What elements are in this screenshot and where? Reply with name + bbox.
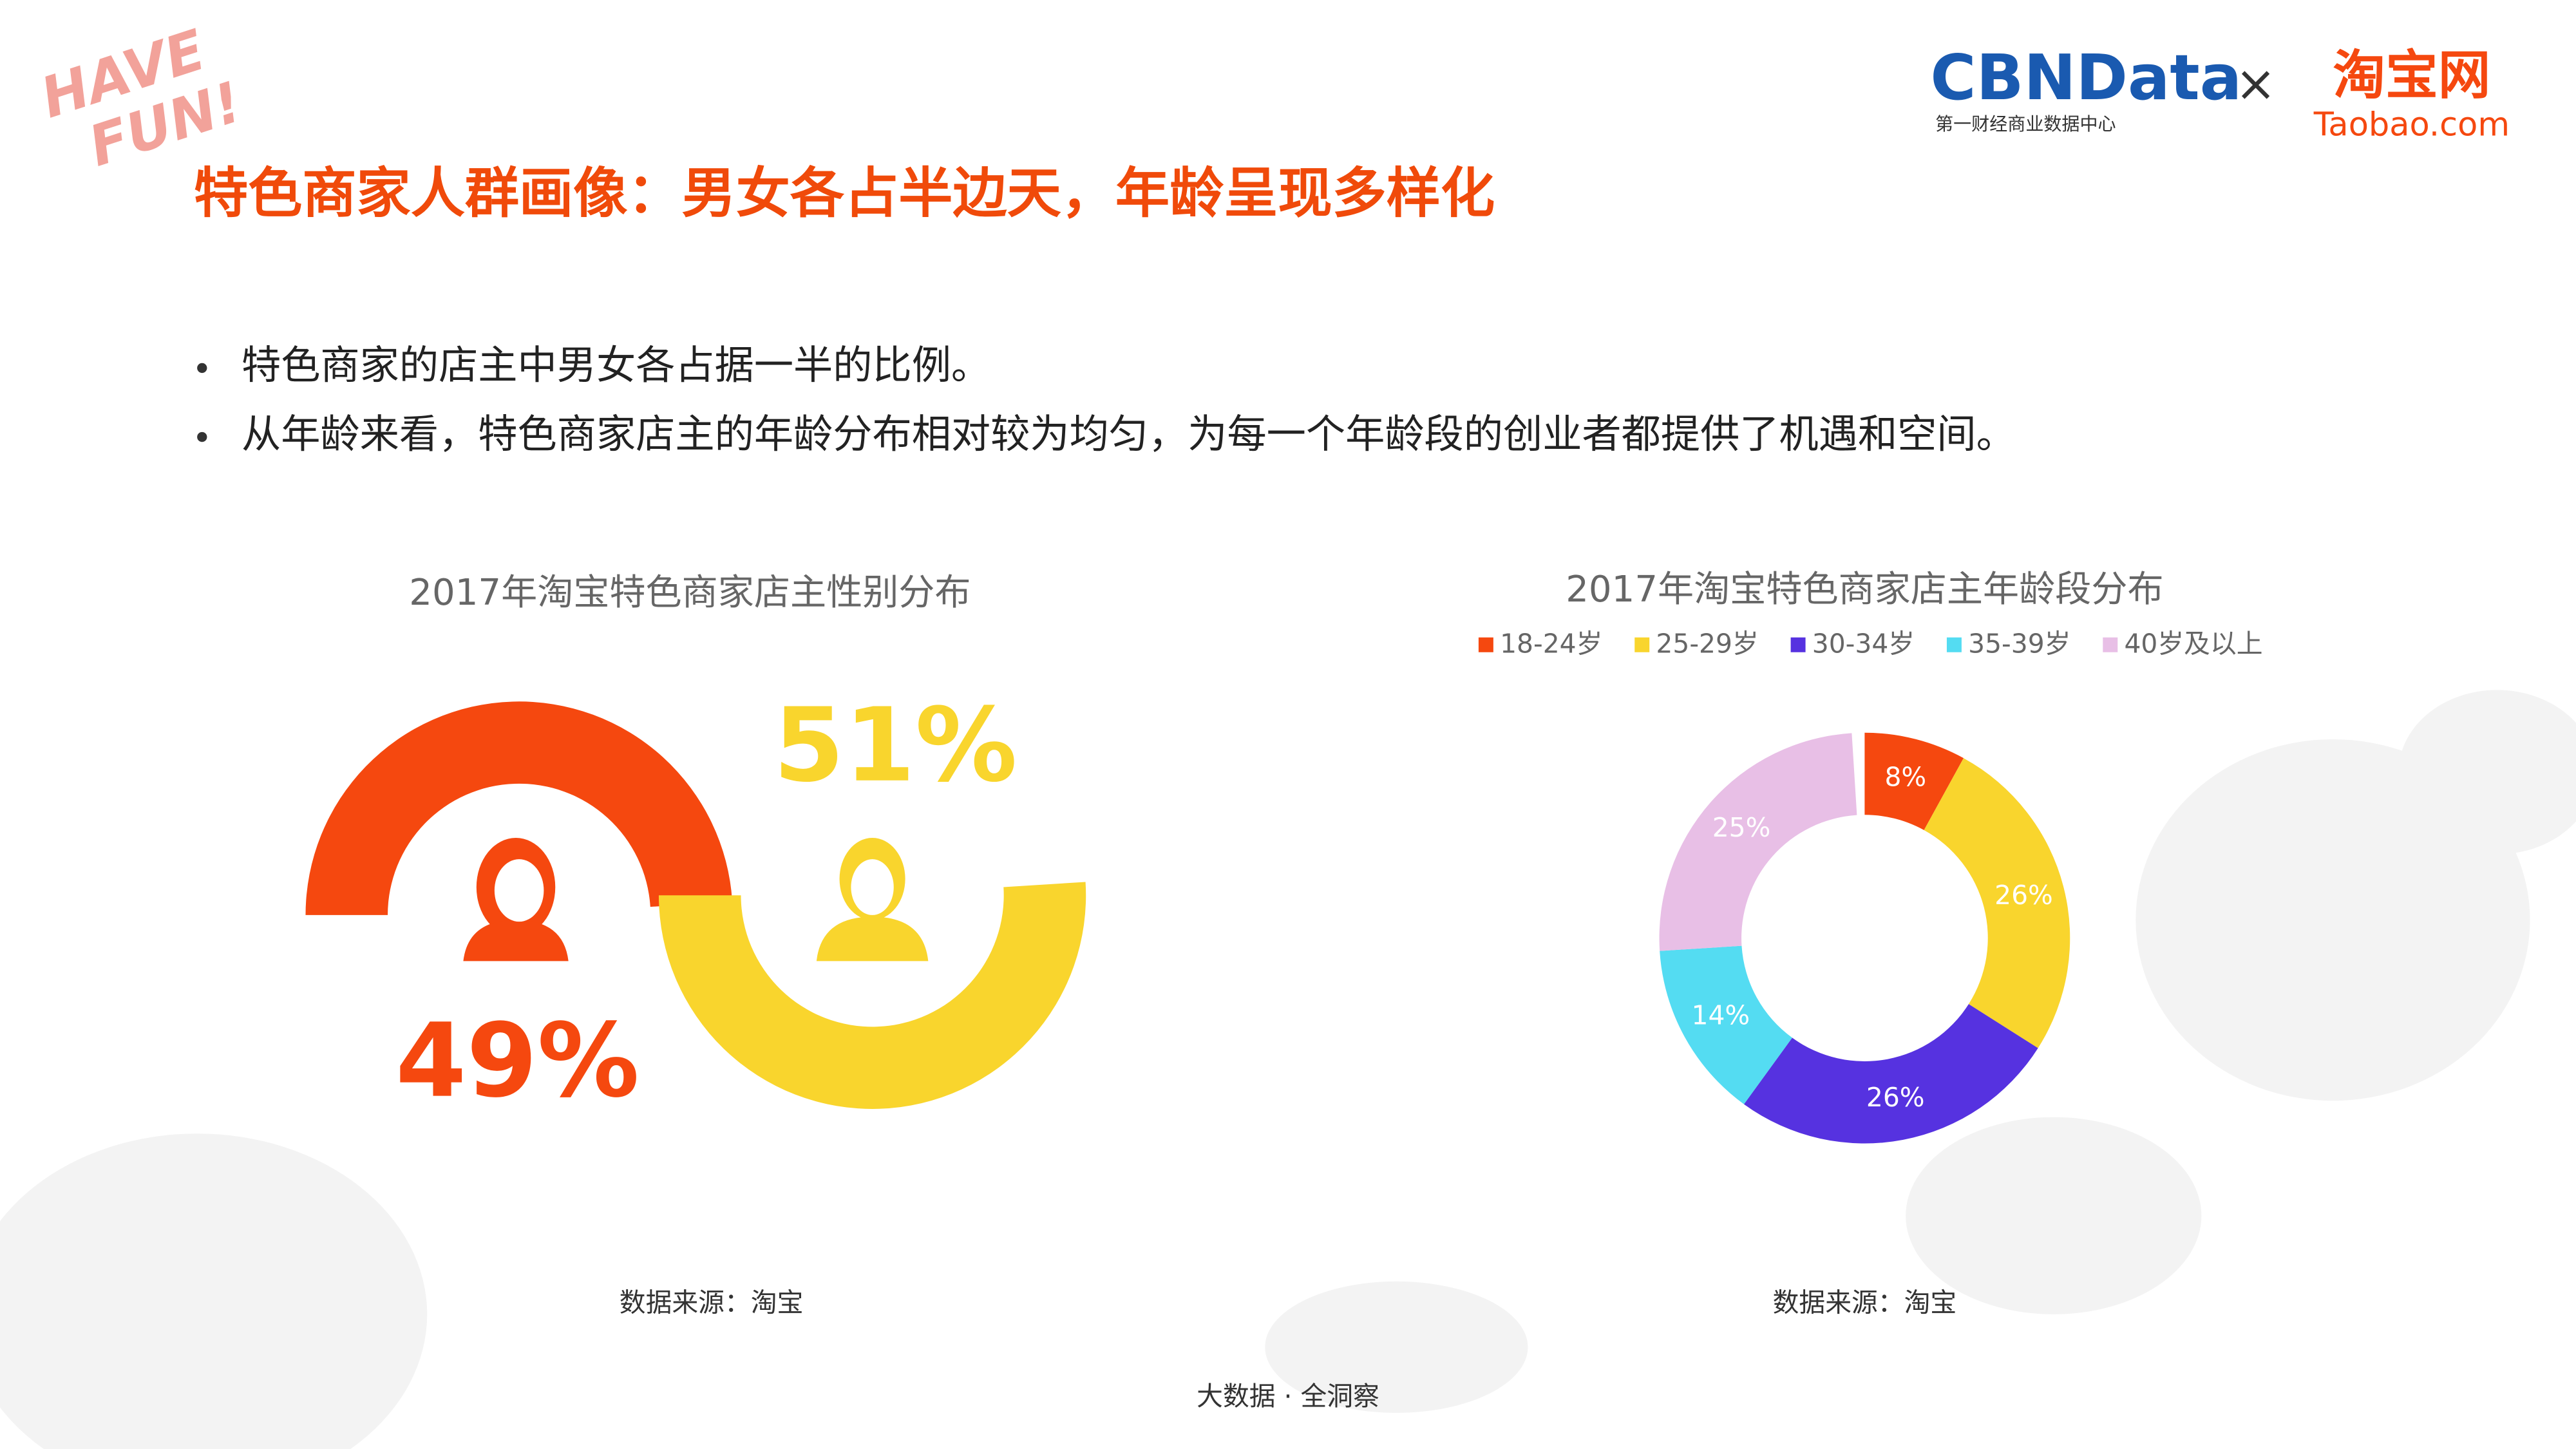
bullet-text: 从年龄来看，特色商家店主的年龄分布相对较为均匀，为每一个年龄段的创业者都提供了机… <box>242 412 2016 457</box>
background-shapes <box>0 690 2576 1449</box>
brand-taobao: 淘宝网 <box>2333 45 2490 106</box>
bullet-dot <box>197 431 207 442</box>
source-note: 数据来源：淘宝 <box>1773 1287 1957 1318</box>
brand-times: × <box>2235 55 2276 113</box>
gauge-arc <box>658 882 1086 1109</box>
brand-taobao-sub: Taobao.com <box>2313 106 2510 144</box>
legend-label: 35-39岁 <box>1968 629 2070 659</box>
value-label: 8% <box>1884 762 1926 793</box>
legend-swatch <box>1790 637 1806 652</box>
donut-segment <box>1924 758 2070 1048</box>
bg-shape <box>0 1133 428 1449</box>
chart-title: 2017年淘宝特色商家店主性别分布 <box>409 572 971 614</box>
legend-swatch <box>1634 637 1650 652</box>
legend-label: 40岁及以上 <box>2124 629 2262 659</box>
source-note: 数据来源：淘宝 <box>620 1287 804 1318</box>
bg-shape <box>1906 1117 2202 1314</box>
value-label: 26% <box>1866 1082 1925 1113</box>
footer: 大数据 · 全洞察 <box>1197 1381 1379 1412</box>
donut-segment <box>1864 732 1964 830</box>
bg-shape <box>1265 1281 1528 1413</box>
gauge-arc <box>305 701 733 915</box>
legend-swatch <box>1946 637 1962 652</box>
bg-shape <box>2398 690 2576 855</box>
icon-face <box>851 859 894 915</box>
value-label: 14% <box>1692 1000 1750 1031</box>
brand-cbn: CBNData <box>1930 41 2242 114</box>
icon-body <box>463 920 569 961</box>
value-label: 51% <box>773 687 1018 805</box>
slide-title: 特色商家人群画像：男女各占半边天，年龄呈现多样化 <box>194 162 1495 225</box>
chart-title: 2017年淘宝特色商家店主年龄段分布 <box>1566 569 2163 611</box>
legend-swatch <box>2103 637 2118 652</box>
legend-swatch <box>1478 637 1493 652</box>
donut-segment <box>1660 945 1792 1104</box>
value-label: 25% <box>1712 812 1771 843</box>
legend-label: 30-34岁 <box>1812 629 1915 659</box>
brand-cbn-sub: 第一财经商业数据中心 <box>1935 113 2116 135</box>
male-icon <box>816 838 929 961</box>
value-label: 49% <box>395 1002 639 1121</box>
icon-body <box>816 916 929 961</box>
bullet-text: 特色商家的店主中男女各占据一半的比例。 <box>242 343 990 388</box>
legend-label: 18-24岁 <box>1500 629 1602 659</box>
donut-segment <box>1659 733 1857 951</box>
donut-segment <box>1743 1004 2038 1144</box>
value-label: 26% <box>1994 880 2053 911</box>
icon-face <box>494 859 544 922</box>
female-icon <box>463 838 569 961</box>
bullet-dot <box>197 363 207 374</box>
legend-label: 25-29岁 <box>1656 629 1758 659</box>
